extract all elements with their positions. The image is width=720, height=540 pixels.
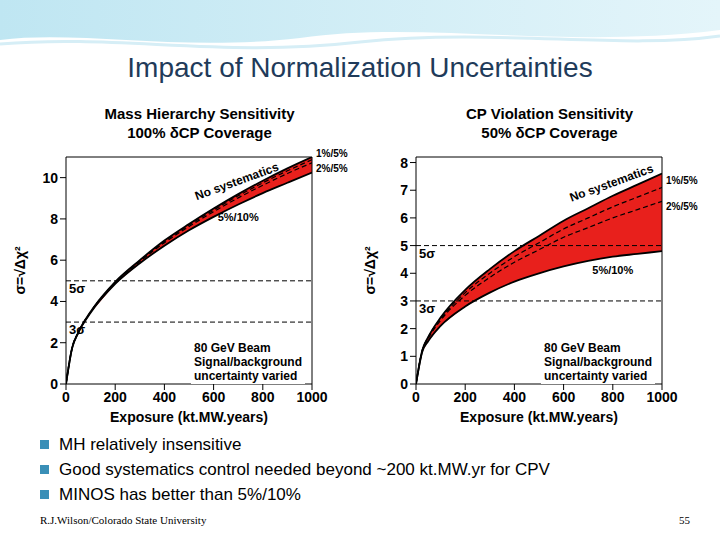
svg-text:800: 800 <box>251 389 275 405</box>
svg-text:8: 8 <box>400 155 408 171</box>
svg-text:200: 200 <box>104 389 128 405</box>
svg-text:2%/5%: 2%/5% <box>316 163 348 174</box>
svg-text:600: 600 <box>552 389 576 405</box>
html-text:uncertainty varied: uncertainty varied <box>544 369 648 383</box>
svg-text:0: 0 <box>50 376 58 392</box>
html-text:Good systematics control neede: Good systematics control needed beyond ~… <box>59 459 550 479</box>
svg-text:800: 800 <box>601 389 625 405</box>
svg-text:5σ: 5σ <box>69 281 85 296</box>
svg-text:1000: 1000 <box>296 389 327 405</box>
svg-text:1%/5%: 1%/5% <box>316 148 348 159</box>
html-text:100% δCP Coverage: 100% δCP Coverage <box>127 124 272 141</box>
html-text:80 GeV Beam: 80 GeV Beam <box>194 341 271 355</box>
svg-text:6: 6 <box>50 252 58 268</box>
svg-text:2%/5%: 2%/5% <box>666 201 698 212</box>
html-text:MH relatively insensitive: MH relatively insensitive <box>59 434 242 454</box>
svg-text:3σ: 3σ <box>419 301 435 316</box>
svg-text:Exposure (kt.MW.years): Exposure (kt.MW.years) <box>460 409 618 425</box>
html-text:uncertainty varied: uncertainty varied <box>194 369 298 383</box>
svg-text:5%/10%: 5%/10% <box>218 211 259 223</box>
svg-text:2: 2 <box>50 335 58 351</box>
html-text:Impact of Normalization Uncert: Impact of Normalization Uncertainties <box>127 52 593 83</box>
svg-text:5%/10%: 5%/10% <box>592 264 633 276</box>
svg-text:0: 0 <box>412 389 420 405</box>
svg-text:400: 400 <box>503 389 527 405</box>
svg-text:3: 3 <box>400 293 408 309</box>
svg-text:5σ: 5σ <box>419 246 435 261</box>
svg-text:1: 1 <box>400 348 408 364</box>
svg-text:6: 6 <box>400 210 408 226</box>
svg-text:4: 4 <box>50 293 58 309</box>
svg-text:σ=√Δχ²: σ=√Δχ² <box>12 246 28 295</box>
svg-text:600: 600 <box>202 389 226 405</box>
svg-text:1000: 1000 <box>646 389 677 405</box>
html-text:MINOS has better than 5%/10%: MINOS has better than 5%/10% <box>59 484 301 504</box>
svg-text:σ=√Δχ²: σ=√Δχ² <box>362 246 378 295</box>
svg-text:400: 400 <box>153 389 177 405</box>
svg-text:0: 0 <box>400 376 408 392</box>
svg-text:8: 8 <box>50 211 58 227</box>
html-text:R.J.Wilson/Colorado State Univ: R.J.Wilson/Colorado State University <box>40 514 207 526</box>
svg-text:7: 7 <box>400 182 408 198</box>
svg-text:Exposure (kt.MW.years): Exposure (kt.MW.years) <box>110 409 268 425</box>
svg-text:No systematics: No systematics <box>193 160 281 203</box>
html-text:Signal/background: Signal/background <box>194 355 302 369</box>
html-text:Signal/background: Signal/background <box>544 355 652 369</box>
html-text:Mass Hierarchy Sensitivity: Mass Hierarchy Sensitivity <box>104 105 295 122</box>
html-text:50% δCP Coverage: 50% δCP Coverage <box>481 124 618 141</box>
svg-text:200: 200 <box>454 389 478 405</box>
html-text:CP Violation Sensitivity: CP Violation Sensitivity <box>466 105 633 122</box>
html-text:55: 55 <box>679 514 690 526</box>
svg-text:3σ: 3σ <box>69 322 85 337</box>
svg-text:5: 5 <box>400 238 408 254</box>
svg-text:0: 0 <box>62 389 70 405</box>
svg-text:2: 2 <box>400 321 408 337</box>
svg-text:No systematics: No systematics <box>568 161 656 204</box>
html-text:80 GeV Beam: 80 GeV Beam <box>544 341 621 355</box>
svg-text:1%/5%: 1%/5% <box>666 175 698 186</box>
svg-text:10: 10 <box>42 170 58 186</box>
svg-text:4: 4 <box>400 265 408 281</box>
